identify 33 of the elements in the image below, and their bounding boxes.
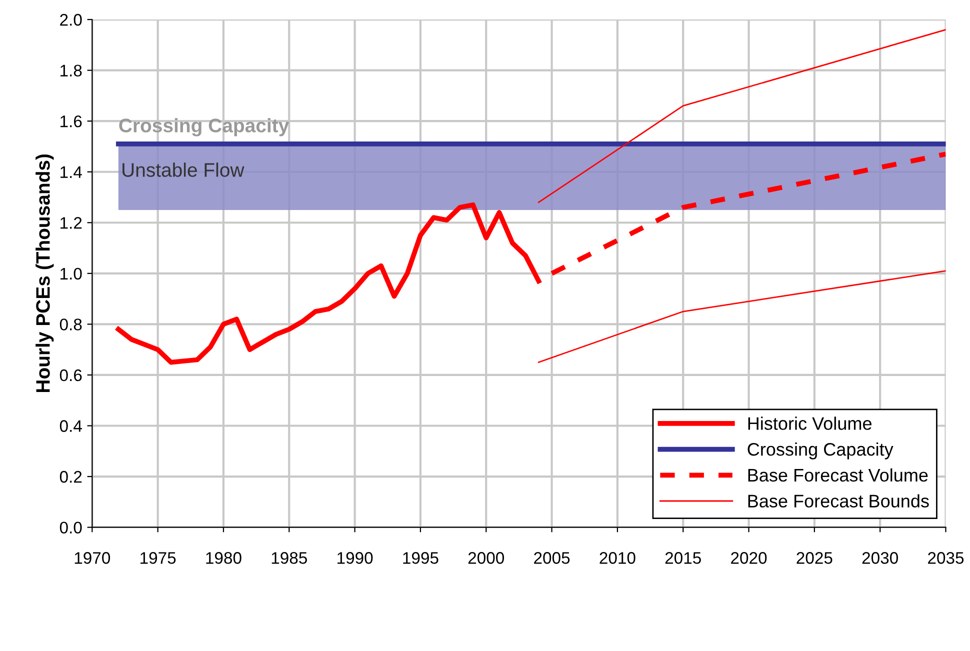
annotation: Crossing Capacity (119, 118, 290, 136)
y-tick-label: 1.6 (60, 115, 82, 128)
x-tick-label: 2020 (731, 552, 767, 564)
x-tick-label: 2025 (796, 552, 832, 564)
y-tick-label: 0.4 (60, 420, 82, 432)
x-tick-label: 2015 (665, 552, 701, 564)
x-tick-label: 1990 (338, 552, 373, 564)
y-tick-label: 0.6 (60, 369, 82, 382)
x-tick-label: 2005 (534, 552, 570, 564)
x-tick-label: 1995 (403, 552, 438, 564)
legend-label: Base Forecast Volume (748, 468, 928, 482)
y-tick-label: 1.4 (60, 166, 82, 178)
legend-label: Base Forecast Bounds (748, 494, 929, 508)
legend-label: Crossing Capacity (748, 442, 894, 460)
y-tick-label: 1.0 (60, 268, 82, 280)
line-series (116, 202, 542, 365)
x-tick-label: 2035 (928, 552, 964, 564)
y-tick-label: 1.8 (60, 64, 82, 77)
x-tick-label: 2000 (468, 552, 504, 564)
y-tick-label: 0.0 (60, 522, 82, 534)
y-tick-label: 1.2 (60, 217, 82, 229)
legend-label: Historic Volume (748, 416, 872, 430)
y-tick-label: 0.2 (60, 470, 82, 483)
y-axis-title: Hourly PCEs (Thousands) (36, 154, 54, 392)
x-tick-label: 1975 (140, 552, 176, 564)
y-tick-label: 0.8 (60, 318, 82, 330)
y-tick-label: 2.0 (60, 14, 82, 26)
band-label: Unstable Flow (122, 162, 244, 177)
x-tick-label: 2010 (600, 552, 636, 564)
x-tick-label: 2030 (862, 552, 898, 564)
x-tick-label: 1980 (206, 552, 242, 564)
x-tick-label: 1970 (74, 552, 110, 564)
x-tick-label: 1985 (272, 552, 307, 564)
